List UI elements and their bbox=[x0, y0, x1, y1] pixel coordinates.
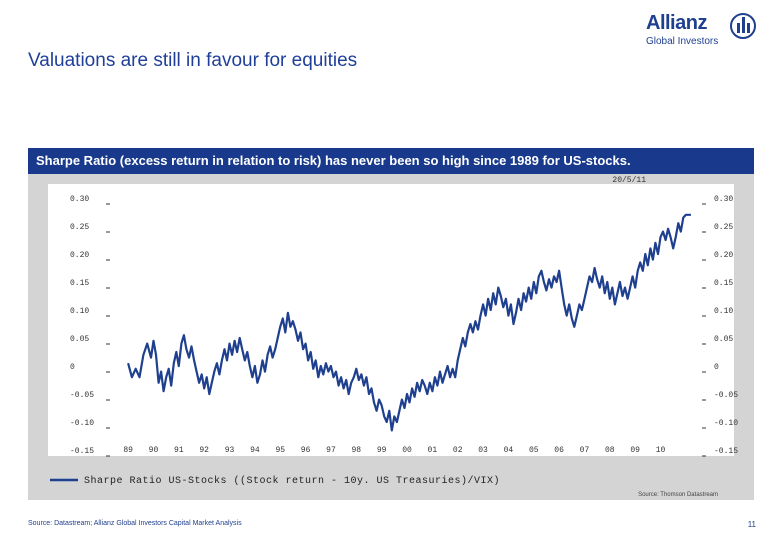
y-tick-label-left: 0.15 bbox=[70, 279, 89, 288]
y-tick-label-right: -0.10 bbox=[714, 419, 738, 428]
x-tick-label: 92 bbox=[199, 446, 209, 455]
x-tick-label: 05 bbox=[529, 446, 539, 455]
y-tick-label-left: -0.15 bbox=[70, 447, 94, 456]
page-title: Valuations are still in favour for equit… bbox=[28, 50, 358, 71]
allianz-logo: Allianz Global Investors bbox=[646, 12, 766, 52]
legend-label: Sharpe Ratio US-Stocks ((Stock return - … bbox=[84, 475, 500, 487]
x-tick-label: 97 bbox=[326, 446, 336, 455]
y-tick-label-left: 0 bbox=[70, 363, 75, 372]
series-line bbox=[127, 213, 691, 432]
x-tick-label: 96 bbox=[301, 446, 311, 455]
x-tick-label: 95 bbox=[275, 446, 285, 455]
x-tick-label: 89 bbox=[123, 446, 133, 455]
x-tick-label: 01 bbox=[428, 446, 438, 455]
y-tick-label-left: 0.10 bbox=[70, 307, 89, 316]
x-tick-label: 91 bbox=[174, 446, 184, 455]
plot-area bbox=[48, 184, 734, 456]
chart-panel: 0.30 0.25 0.20 0.15 0.10 0.05 0 -0.05 -0.10 -0.15… bbox=[28, 174, 754, 500]
chart-source-note: Source: Thomson Datastream bbox=[638, 492, 718, 498]
logo-brand: Allianz bbox=[646, 12, 707, 34]
x-tick-label: 10 bbox=[656, 446, 666, 455]
y-tick-label-right: 0 bbox=[714, 363, 719, 372]
y-tick-label-left: 0.30 bbox=[70, 195, 89, 204]
x-tick-label: 03 bbox=[478, 446, 488, 455]
x-tick-label: 99 bbox=[377, 446, 387, 455]
x-tick-label: 94 bbox=[250, 446, 260, 455]
y-tick-label-right: 0.05 bbox=[714, 335, 733, 344]
x-tick-label: 04 bbox=[504, 446, 514, 455]
x-tick-label: 02 bbox=[453, 446, 463, 455]
y-tick-label-right: 0.10 bbox=[714, 307, 733, 316]
chart-date-stamp: 20/5/11 bbox=[612, 176, 646, 185]
x-tick-label: 07 bbox=[580, 446, 590, 455]
y-tick-label-left: -0.10 bbox=[70, 419, 94, 428]
y-tick-label-right: 0.15 bbox=[714, 279, 733, 288]
source-note: Source: Datastream; Allianz Global Inves… bbox=[28, 520, 242, 527]
x-tick-label: 06 bbox=[554, 446, 564, 455]
allianz-eagle-icon bbox=[730, 13, 756, 39]
logo-sub: Global Investors bbox=[646, 36, 719, 47]
y-tick-label-right: 0.25 bbox=[714, 223, 733, 232]
y-tick-label-left: 0.05 bbox=[70, 335, 89, 344]
x-tick-label: 08 bbox=[605, 446, 615, 455]
page-number: 11 bbox=[747, 520, 756, 529]
x-tick-label: 90 bbox=[149, 446, 159, 455]
x-tick-label: 93 bbox=[225, 446, 235, 455]
x-tick-label: 00 bbox=[402, 446, 412, 455]
y-tick-label-right: 0.30 bbox=[714, 195, 733, 204]
x-tick-label: 09 bbox=[630, 446, 640, 455]
y-tick-label-right: 0.20 bbox=[714, 251, 733, 260]
y-tick-label-right: -0.15 bbox=[714, 447, 738, 456]
y-tick-label-right: -0.05 bbox=[714, 391, 738, 400]
y-tick-label-left: 0.20 bbox=[70, 251, 89, 260]
x-tick-label: 98 bbox=[351, 446, 361, 455]
chart-svg: 0.30 0.25 0.20 0.15 0.10 0.05 0 -0.05 -0.10 -0.15… bbox=[48, 176, 738, 498]
chart-banner: Sharpe Ratio (excess return in relation … bbox=[28, 148, 754, 174]
y-tick-label-left: 0.25 bbox=[70, 223, 89, 232]
y-tick-label-left: -0.05 bbox=[70, 391, 94, 400]
